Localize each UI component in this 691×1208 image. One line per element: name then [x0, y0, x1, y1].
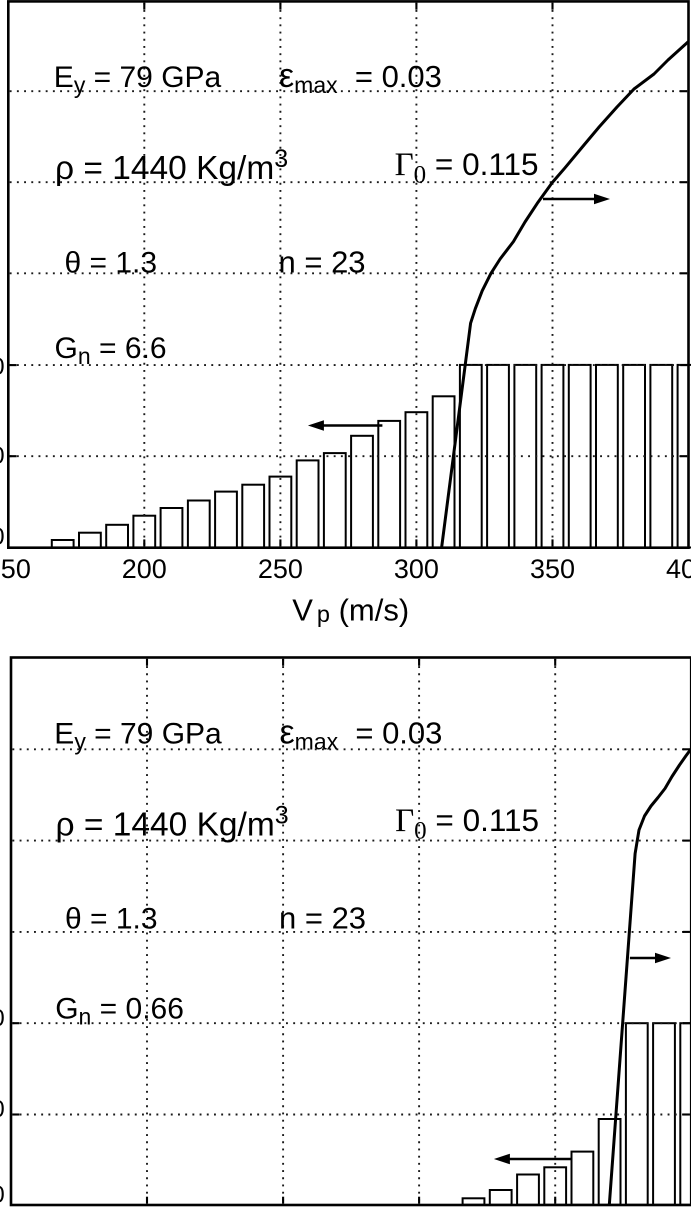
svg-text:350: 350 — [530, 554, 575, 584]
svg-text:Ey​ = 79 GPa: Ey​ = 79 GPa — [54, 717, 222, 754]
svg-text:0: 0 — [0, 353, 5, 380]
svg-text:n = 23: n = 23 — [279, 245, 366, 280]
svg-text:ρ = 1440 Kg/m3​: ρ = 1440 Kg/m3​ — [56, 801, 289, 843]
svg-text:300: 300 — [394, 554, 439, 584]
svg-text:0: 0 — [0, 1096, 5, 1123]
svg-text:Γ0​ = 0.115: Γ0​ = 0.115 — [395, 802, 539, 845]
svg-text:200: 200 — [122, 554, 167, 584]
svg-text:0: 0 — [0, 442, 5, 469]
svg-text:θ = 1.3: θ = 1.3 — [65, 903, 158, 936]
svg-text:0: 0 — [0, 523, 5, 550]
svg-text:400: 400 — [666, 554, 691, 584]
svg-text:ρ = 1440 Kg/m3​: ρ = 1440 Kg/m3​ — [55, 145, 288, 187]
svg-text:250: 250 — [258, 554, 303, 584]
svg-text:n = 23: n = 23 — [279, 901, 366, 936]
svg-text:0: 0 — [0, 1182, 5, 1208]
svg-text:0: 0 — [0, 1005, 5, 1032]
svg-text:Gn​ = 6.6: Gn​ = 6.6 — [55, 332, 167, 369]
svg-text:Vp​ (m/s): Vp​ (m/s) — [292, 592, 409, 627]
svg-text:Gn​ = 0.66: Gn​ = 0.66 — [55, 992, 184, 1029]
svg-text:Γ0​ = 0.115: Γ0​ = 0.115 — [395, 146, 539, 189]
svg-text:Ey​ = 79 GPa: Ey​ = 79 GPa — [54, 61, 222, 98]
svg-text:150: 150 — [0, 554, 31, 584]
svg-text:θ = 1.3: θ = 1.3 — [65, 247, 158, 280]
svg-text:εmax​ = 0.03: εmax​ = 0.03 — [280, 713, 443, 754]
svg-text:εmax​ = 0.03: εmax​ = 0.03 — [279, 57, 442, 98]
